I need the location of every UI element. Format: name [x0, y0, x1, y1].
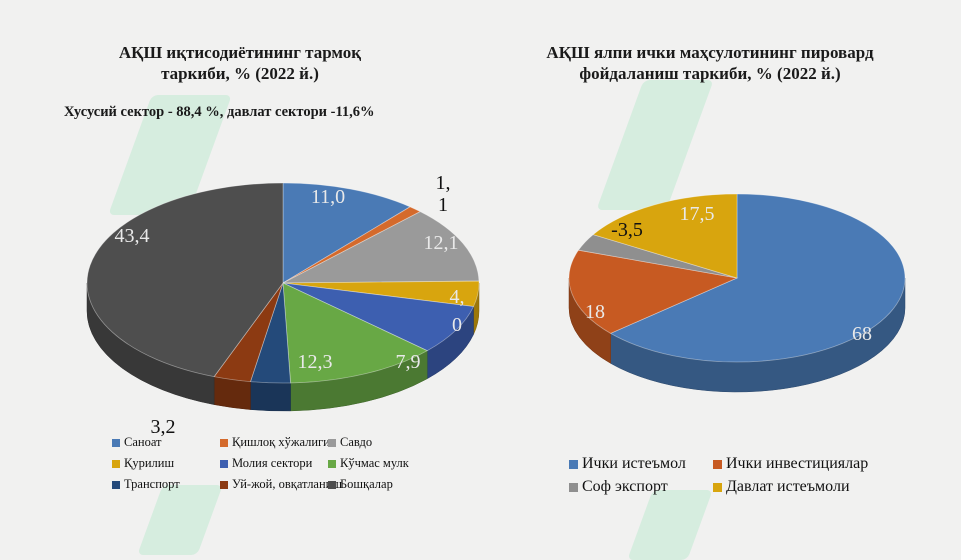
- left-slice-молия-сектори: [282, 282, 475, 352]
- left-side-кўчмас-мулк: [290, 350, 428, 412]
- left-data-label-саноат: 11,0: [311, 186, 345, 208]
- legend-label: Ички инвестициялар: [726, 455, 869, 472]
- legend-label: Транспорт: [124, 477, 180, 491]
- right-slice-ички-истеъмол: [609, 193, 906, 363]
- legend-item: Ички истеъмол: [569, 455, 686, 473]
- watermark-logo-shape: [137, 485, 223, 555]
- legend-label: Давлат истеъмоли: [726, 478, 850, 495]
- watermark-logo-shape: [596, 80, 714, 210]
- legend-label: Саноат: [124, 435, 162, 449]
- legend-swatch: [328, 438, 336, 447]
- legend-item: Давлат истеъмоли: [713, 478, 850, 496]
- left-data-label-қишлоқ-хўжалиги: 1,: [436, 172, 451, 194]
- legend-item: Савдо: [328, 435, 372, 450]
- legend-item: Ички инвестициялар: [713, 455, 868, 473]
- legend-item: Уй-жой, овқатланиш: [220, 477, 342, 492]
- left-slice-савдо: [282, 211, 480, 284]
- left-side-бошқалар: [86, 282, 215, 405]
- right-side-ички-инвестициялар: [568, 277, 611, 364]
- left-side-молия-сектори: [426, 306, 474, 380]
- right-data-label-давлат-истеъмоли: 17,5: [680, 203, 715, 225]
- left-slice-қишлоқ-хўжалиги: [282, 206, 422, 284]
- left-side-транспорт: [250, 381, 291, 412]
- right-data-label-ички-истеъмол: 68: [852, 323, 872, 345]
- left-data-label-молия-сектори: 7,9: [396, 351, 421, 373]
- left-slice-транспорт: [249, 282, 291, 384]
- left-data-label-савдо: 12,1: [424, 232, 459, 254]
- right-title-line-2: фойдаланиш таркиби, % (2022 й.): [579, 64, 841, 83]
- legend-label: Кўчмас мулк: [340, 456, 409, 470]
- left-title-line-2: таркиби, % (2022 й.): [161, 64, 319, 83]
- legend-swatch: [112, 459, 120, 468]
- right-data-label-ички-инвестициялар: 18: [585, 301, 605, 323]
- left-title-line-1: АҚШ иқтисодиётининг тармоқ: [118, 43, 362, 62]
- legend-label: Молия сектори: [232, 456, 313, 470]
- legend-item: Қишлоқ хўжалиги: [220, 435, 330, 450]
- left-data-label-қурилиш: 0: [452, 314, 462, 336]
- legend-label: Қишлоқ хўжалиги: [232, 435, 330, 449]
- right-slice-соф-экспорт: [577, 234, 738, 279]
- legend-swatch: [569, 482, 578, 492]
- legend-swatch: [713, 459, 722, 469]
- left-chart-title: АҚШ иқтисодиётининг тармоқ таркиби, % (2…: [40, 42, 440, 84]
- legend-label: Соф экспорт: [582, 478, 668, 495]
- legend-swatch: [713, 482, 722, 492]
- left-data-label-қишлоқ-хўжалиги: 1: [438, 194, 448, 216]
- legend-swatch: [569, 459, 578, 469]
- legend-item: Бошқалар: [328, 477, 393, 492]
- legend-swatch: [220, 438, 228, 447]
- legend-swatch: [220, 480, 228, 489]
- legend-item: Кўчмас мулк: [328, 456, 409, 471]
- left-slice-қурилиш: [282, 280, 480, 307]
- legend-label: Уй-жой, овқатланиш: [232, 477, 342, 491]
- legend-label: Бошқалар: [340, 477, 393, 491]
- right-side-ички-истеъмол: [610, 277, 906, 393]
- legend-item: Саноат: [112, 435, 162, 450]
- legend-item: Соф экспорт: [569, 478, 668, 496]
- legend-swatch: [328, 480, 336, 489]
- left-data-label-қурилиш: 4,: [450, 286, 465, 308]
- legend-swatch: [328, 459, 336, 468]
- legend-item: Қурилиш: [112, 456, 174, 471]
- legend-swatch: [112, 438, 120, 447]
- right-title-line-1: АҚШ ялпи ички маҳсулотининг пировард: [546, 43, 874, 62]
- legend-label: Қурилиш: [124, 456, 175, 470]
- watermark-logo-shape: [627, 490, 713, 560]
- left-slice-кўчмас-мулк: [282, 282, 429, 384]
- right-data-label-соф-экспорт: -3,5: [611, 219, 643, 241]
- right-chart-title: АҚШ ялпи ички маҳсулотининг пировард фой…: [490, 42, 930, 84]
- left-chart-subtitle: Хусусий сектор - 88,4 %, давлат сектори …: [64, 104, 375, 120]
- legend-label: Савдо: [340, 435, 373, 449]
- left-slice-уй-жой-овқатланиш: [213, 282, 284, 383]
- left-data-label-бошқалар: 43,4: [115, 225, 150, 247]
- right-slice-ички-инвестициялар: [568, 249, 739, 334]
- legend-swatch: [112, 480, 120, 489]
- legend-swatch: [220, 459, 228, 468]
- left-data-label-кўчмас-мулк: 12,3: [298, 351, 333, 373]
- left-side-уй-жой-овқатланиш: [213, 376, 251, 410]
- legend-item: Транспорт: [112, 477, 180, 492]
- legend-item: Молия сектори: [220, 456, 312, 471]
- left-slice-саноат: [282, 182, 411, 284]
- left-side-қурилиш: [473, 282, 480, 335]
- legend-label: Ички истеъмол: [582, 455, 686, 472]
